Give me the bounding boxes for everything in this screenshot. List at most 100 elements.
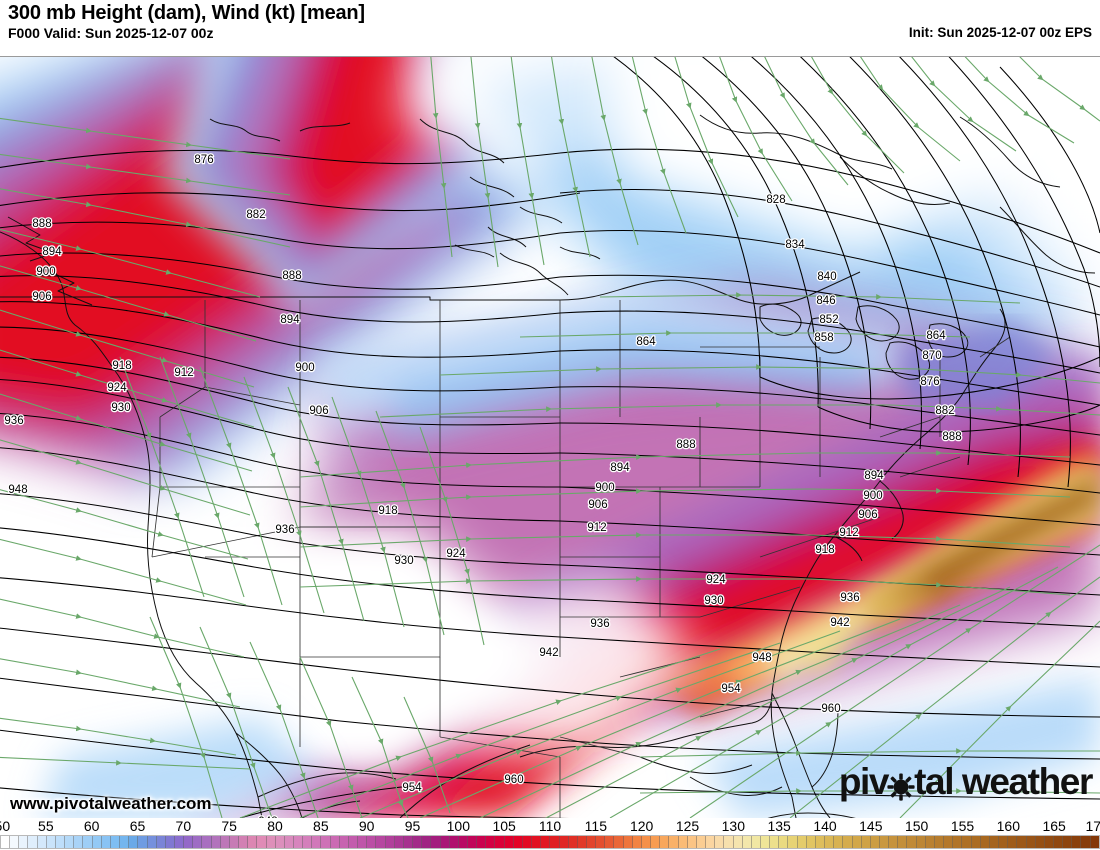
contour-label: 858 (814, 332, 833, 344)
init-time-label: Init: Sun 2025-12-07 00z EPS (908, 25, 1092, 40)
colorbar-segment (1053, 836, 1064, 848)
contour-label: 864 (926, 330, 946, 342)
colorbar-tick: 135 (767, 818, 791, 834)
colorbar-segment (715, 836, 725, 848)
colorbar-tick: 70 (175, 818, 192, 834)
colorbar-segment (495, 836, 505, 848)
colorbar-segment (120, 836, 130, 848)
colorbar-segment (623, 836, 633, 848)
contour-label: 918 (815, 544, 834, 556)
colorbar-segment (605, 836, 615, 848)
colorbar-segment (110, 836, 121, 848)
contour-label: 906 (32, 291, 51, 303)
colorbar-tick: 75 (221, 818, 237, 834)
wind-speed-colorbar[interactable]: 50 55 60 65 70 75 80 85 90 95 100 105 110 115 120 125 13… (0, 818, 1100, 850)
map-canvas[interactable]: 876 882 888 894 900 906 888 894 900 906 912 918 924 9… (0, 56, 1100, 818)
colorbar-tick: 150 (904, 818, 929, 834)
colorbar-segment (934, 836, 945, 848)
colorbar-segment (980, 836, 990, 848)
contour-label: 942 (830, 617, 849, 629)
contour-label: 900 (36, 266, 55, 278)
colorbar-segment (184, 836, 194, 848)
contour-label: 936 (4, 415, 23, 427)
contour-label-group: 8768828888949009068888949009069129189249… (3, 153, 963, 818)
colorbar-segment (724, 836, 734, 848)
contour-label: 930 (111, 402, 130, 414)
colorbar-segment (559, 836, 569, 848)
colorbar-segment (587, 836, 597, 848)
colorbar-segment (294, 836, 304, 848)
contour-label: 918 (112, 360, 131, 372)
colorbar-tick: 140 (813, 818, 837, 834)
contour-label: 894 (864, 470, 884, 482)
colorbar-segment (953, 836, 963, 848)
colorbar-tick: 95 (404, 818, 421, 834)
colorbar-segment (138, 836, 148, 848)
contour-label: 852 (819, 314, 838, 326)
colorbar-segment (156, 836, 166, 848)
contour-label: 840 (817, 271, 836, 283)
colorbar-segment (101, 836, 111, 848)
colorbar-segment (522, 836, 533, 848)
colorbar-segment (257, 836, 267, 848)
colorbar-tick: 160 (996, 818, 1021, 834)
contour-label: 930 (394, 555, 413, 567)
colorbar-segment (458, 836, 468, 848)
colorbar-segment (834, 836, 844, 848)
colorbar-segment (467, 836, 478, 848)
colorbar-segment (568, 836, 578, 848)
colorbar-segment (806, 836, 816, 848)
colorbar-segment (696, 836, 707, 848)
colorbar-tick: 130 (721, 818, 746, 834)
colorbar-segment (861, 836, 871, 848)
gear-icon (887, 768, 915, 801)
colorbar-segment (760, 836, 771, 848)
colorbar-segment (321, 836, 331, 848)
colorbar-tick: 105 (492, 818, 516, 834)
contour-label: 888 (282, 270, 301, 282)
colorbar-segment (925, 836, 935, 848)
colorbar-segment (229, 836, 240, 848)
colorbar-segment (504, 836, 514, 848)
colorbar-segment (440, 836, 450, 848)
colorbar-tick: 155 (950, 818, 975, 834)
contour-label: 882 (935, 405, 954, 417)
brand-text-left: piv (838, 761, 890, 802)
contour-label: 954 (402, 782, 422, 794)
colorbar-segment (870, 836, 880, 848)
contour-label: 906 (858, 509, 877, 521)
brand-text-right: tal weather (914, 761, 1093, 802)
colorbar-segment (1081, 836, 1091, 848)
colorbar-segment (751, 836, 761, 848)
contour-label: 828 (766, 194, 785, 206)
colorbar-segment (907, 836, 917, 848)
colorbar-segment (284, 836, 294, 848)
colorbar-segment (632, 836, 642, 848)
colorbar-segment (303, 836, 313, 848)
contour-label: 876 (920, 376, 939, 388)
colorbar-segment (83, 836, 93, 848)
colorbar-swatches[interactable] (0, 835, 1100, 849)
colorbar-segment (486, 836, 496, 848)
colorbar-segment (55, 836, 66, 848)
colorbar-segment (19, 836, 29, 848)
colorbar-tick: 60 (83, 818, 100, 834)
contour-label: 900 (595, 482, 614, 494)
contour-label: 894 (42, 246, 62, 258)
colorbar-segment (403, 836, 414, 848)
colorbar-segment (999, 836, 1009, 848)
colorbar-segment (1008, 836, 1018, 848)
colorbar-segment (376, 836, 386, 848)
colorbar-tick: 125 (675, 818, 700, 834)
colorbar-tick: 80 (267, 818, 283, 834)
colorbar-segment (239, 836, 249, 848)
contour-label: 960 (504, 774, 523, 786)
colorbar-segment (422, 836, 432, 848)
contour-label: 888 (942, 431, 961, 443)
colorbar-segment (202, 836, 212, 848)
colorbar-segment (147, 836, 157, 848)
colorbar-segment (550, 836, 560, 848)
contour-label: 942 (539, 647, 558, 659)
contour-label: 930 (704, 595, 723, 607)
colorbar-segment (1017, 836, 1027, 848)
